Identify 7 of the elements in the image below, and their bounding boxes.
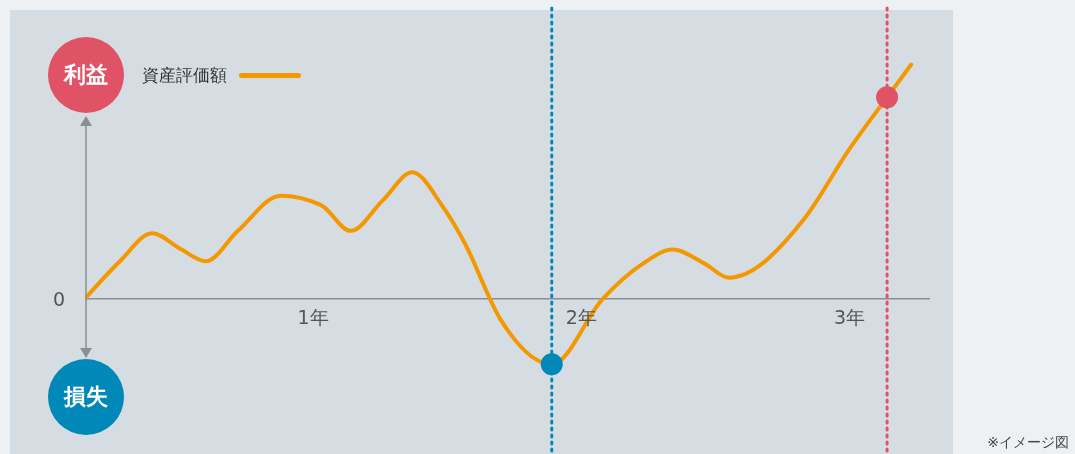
text: ※イメージ図 [987, 434, 1069, 452]
annotation: 利益 [48, 37, 124, 113]
x-tick-label: 1年 [297, 306, 329, 329]
text: 0 [52, 287, 65, 310]
legend-label: 資産評価額 [142, 64, 227, 87]
x-tick-label: 3年 [833, 306, 866, 329]
text: 損失 [48, 359, 124, 435]
